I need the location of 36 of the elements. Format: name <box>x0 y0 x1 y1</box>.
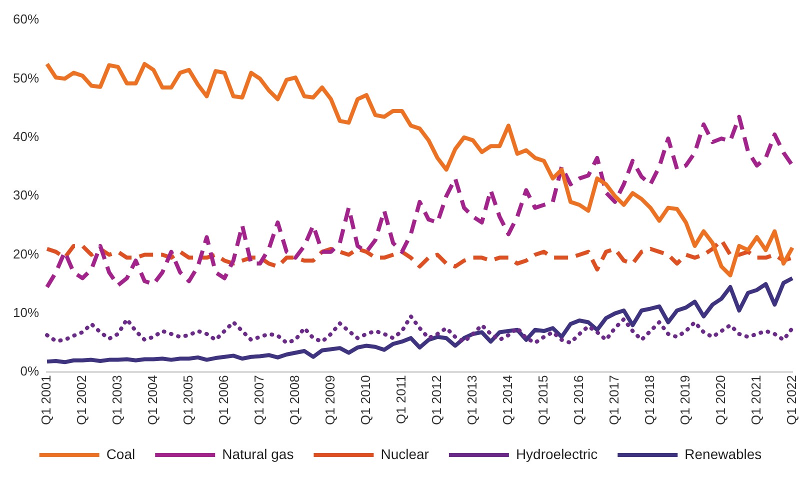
x-tick-label: Q1 2016 <box>571 375 586 425</box>
legend-label: Renewables <box>684 446 762 462</box>
x-tick-label: Q1 2010 <box>358 375 374 425</box>
x-tick-label: Q1 2003 <box>110 375 125 425</box>
x-tick-label: Q1 2013 <box>464 375 480 425</box>
x-tick-label: Q1 2014 <box>500 375 516 425</box>
x-tick-label: Q1 2017 <box>606 375 622 425</box>
y-tick-label: 60% <box>12 12 40 27</box>
x-tick-label: Q1 2006 <box>216 375 232 425</box>
line-series <box>45 314 794 345</box>
y-tick-label: 40% <box>12 128 40 144</box>
x-tick-label: Q1 2018 <box>642 375 657 425</box>
line-series <box>45 114 794 290</box>
x-tick-label: Q1 2021 <box>748 375 764 425</box>
legend-label: Hydroelectric <box>516 446 598 462</box>
x-tick-label: Q1 2007 <box>252 375 267 425</box>
y-tick-label: 50% <box>12 70 40 86</box>
y-tick-label: 10% <box>12 305 40 320</box>
x-tick-label: Q1 2008 <box>287 375 302 425</box>
x-tick-label: Q1 2009 <box>322 375 338 425</box>
legend-label: Coal <box>106 446 136 462</box>
x-tick-label: Q1 2012 <box>429 375 444 425</box>
y-tick-label: 30% <box>12 188 40 203</box>
x-tick-label: Q1 2022 <box>784 375 799 425</box>
x-tick-label: Q1 2019 <box>677 375 692 425</box>
x-tick-label: Q1 2005 <box>180 375 196 425</box>
legend-label: Natural gas <box>222 446 294 462</box>
x-tick-label: Q1 2015 <box>536 375 551 425</box>
y-tick-label: 20% <box>12 246 40 262</box>
x-tick-label: Q1 2011 <box>394 375 409 424</box>
x-tick-label: Q1 2004 <box>145 375 160 425</box>
x-tick-label: Q1 2020 <box>712 375 728 425</box>
x-tick-label: Q1 2001 <box>38 375 54 425</box>
y-tick-label: 0% <box>20 364 40 379</box>
x-tick-label: Q1 2002 <box>74 375 90 425</box>
legend-label: Nuclear <box>380 446 430 462</box>
